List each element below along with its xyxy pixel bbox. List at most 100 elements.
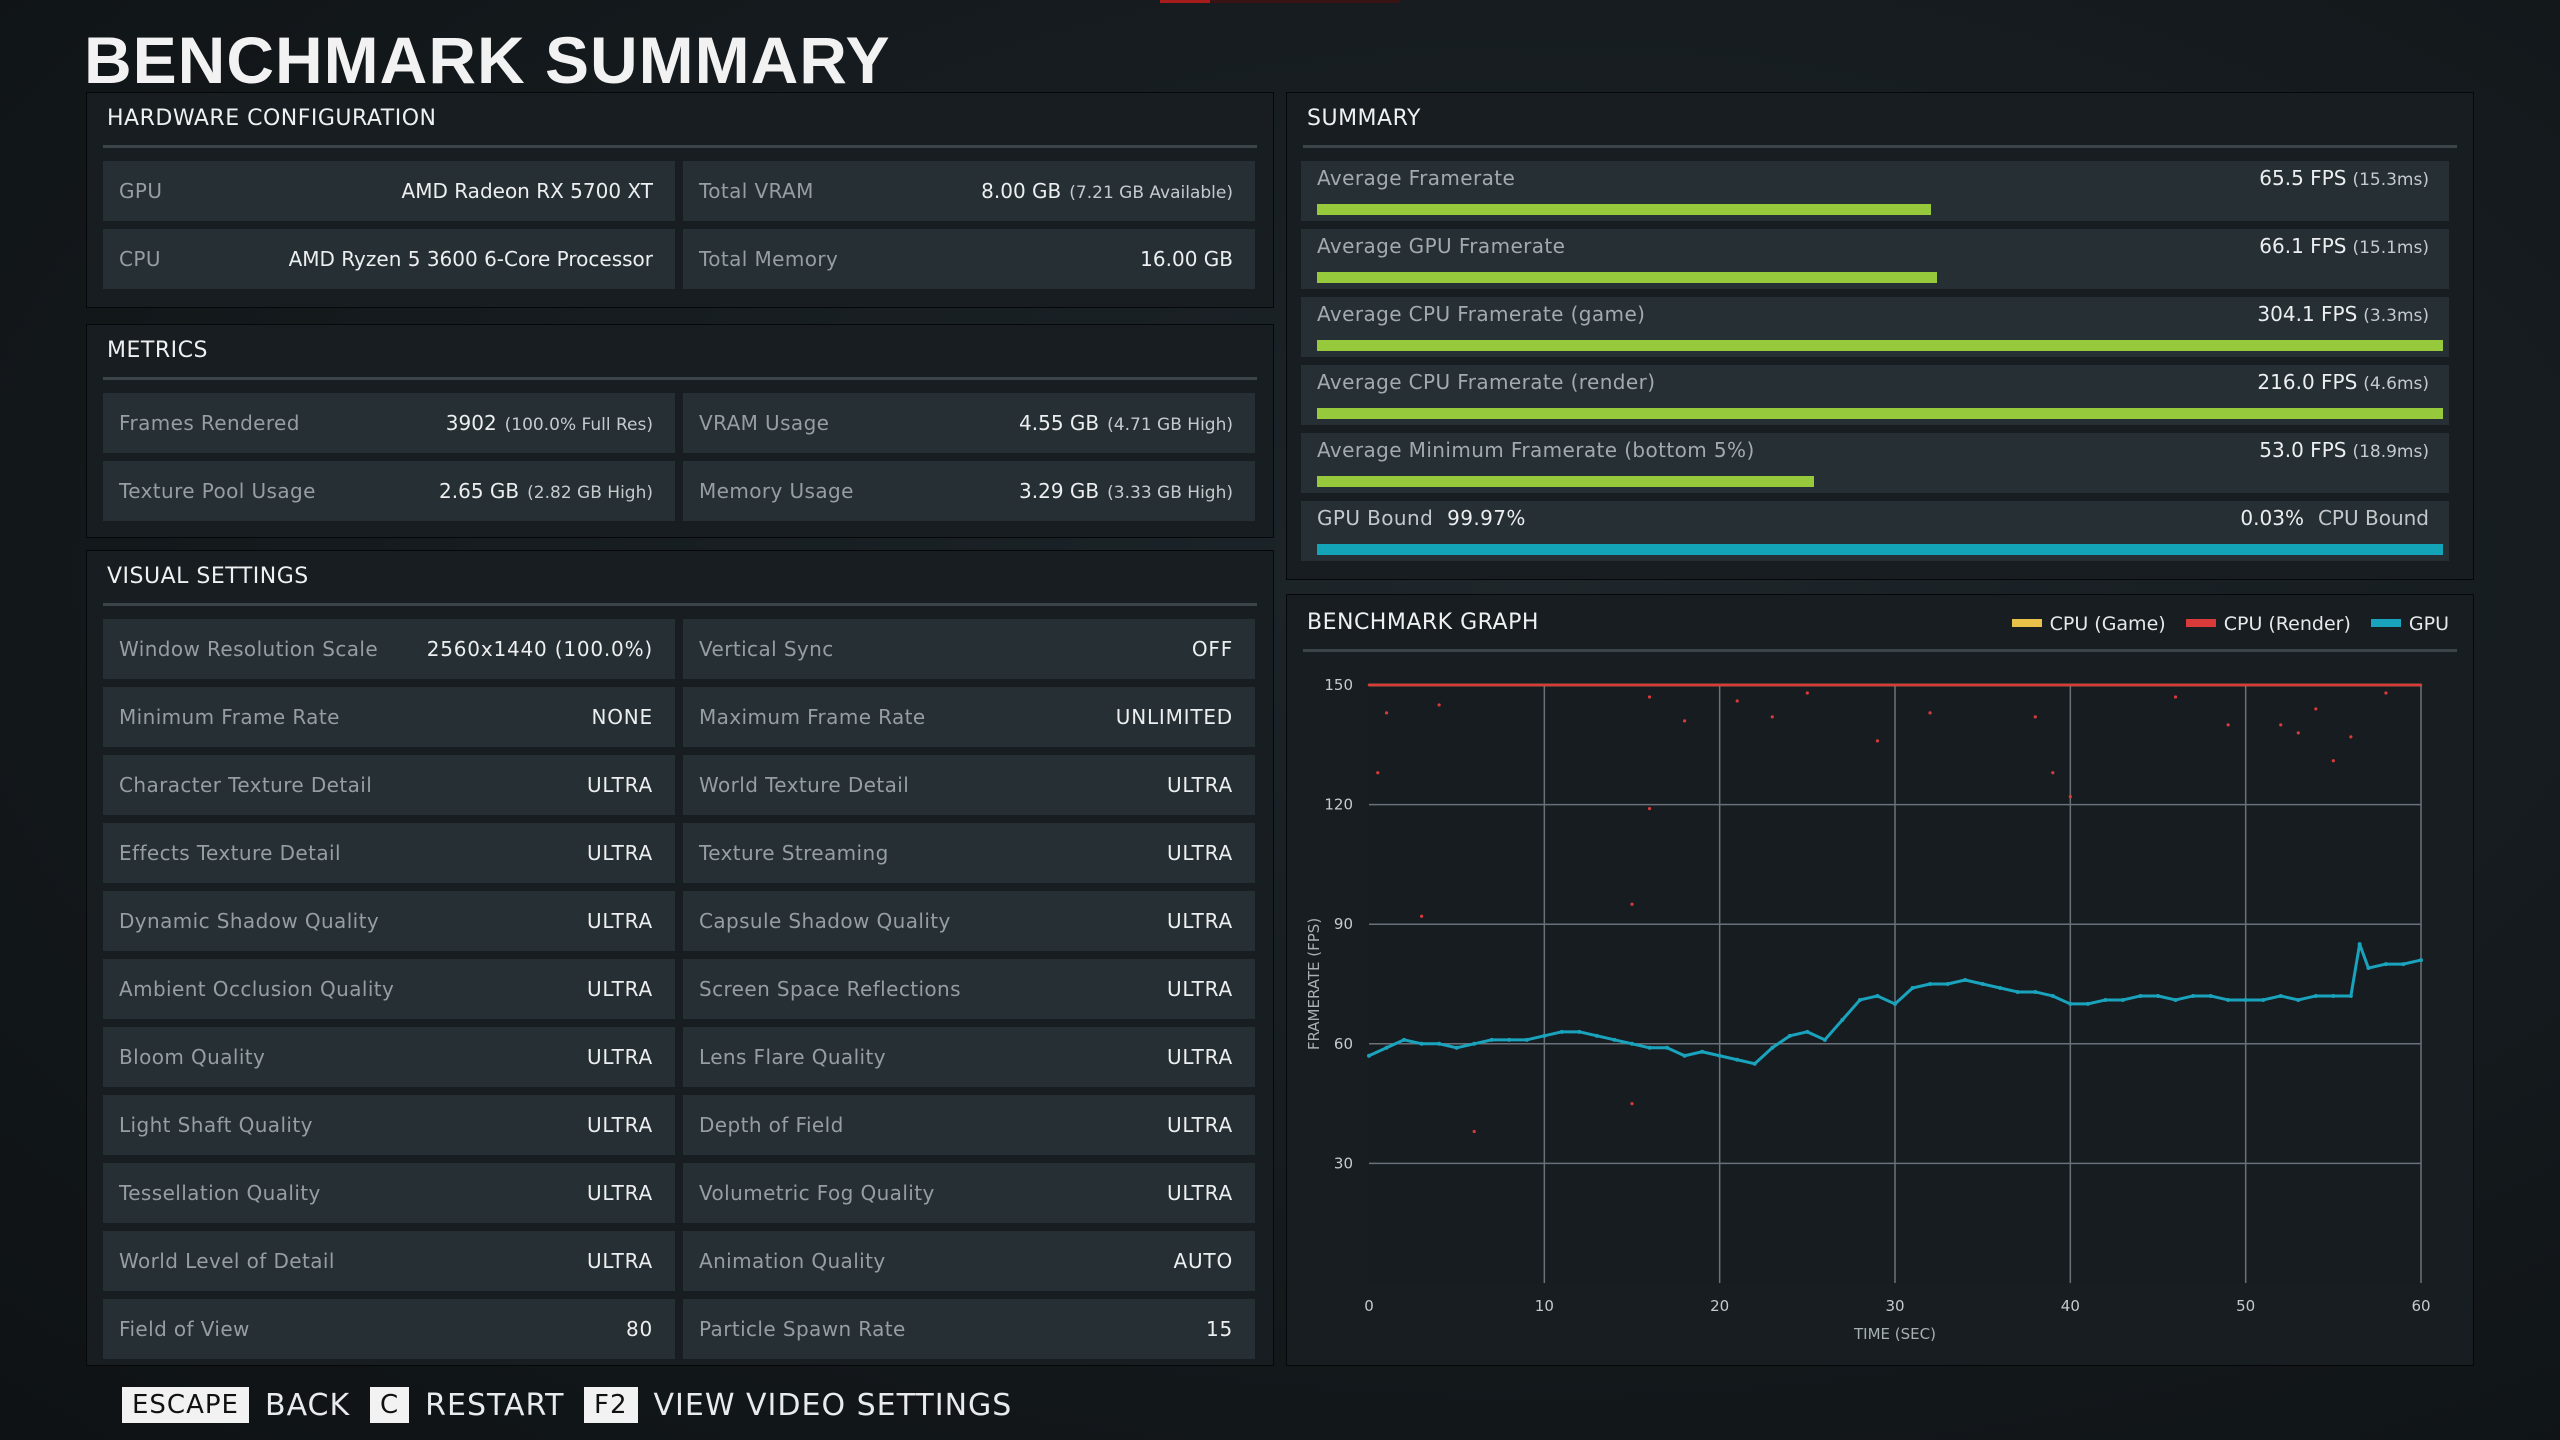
top-marker <box>1160 0 1400 3</box>
data-point-gpu <box>2191 993 2196 998</box>
setting-value: ULTRA <box>586 909 653 933</box>
setting-label: Field of View <box>119 1317 250 1341</box>
data-point-gpu <box>2419 958 2423 963</box>
data-point-gpu <box>2085 1001 2090 1006</box>
gpu-bound-label: GPU Bound 99.97% <box>1317 506 1526 530</box>
cpu-bound-text: CPU Bound <box>2317 506 2429 530</box>
data-point-gpu <box>1612 1037 1617 1042</box>
value-main: 3902 <box>445 411 497 435</box>
summary-value-main: 304.1 FPS <box>2257 302 2358 326</box>
heading-divider <box>1303 145 2457 148</box>
setting-label: Window Resolution Scale <box>119 637 379 661</box>
x-tick-label: 10 <box>1535 1297 1554 1315</box>
data-point-gpu <box>1928 982 1933 986</box>
outlier-point-cpu-render <box>1735 699 1739 703</box>
series-line-gpu <box>1368 942 2422 1066</box>
setting-label: Screen Space Reflections <box>699 977 961 1001</box>
data-point-gpu <box>2050 993 2055 998</box>
hardware-total-vram: Total VRAM 8.00 GB (7.21 GB Available) <box>683 161 1255 221</box>
outlier-point-cpu-render <box>1805 691 1809 695</box>
y-axis-label: FRAMERATE (FPS) <box>1305 918 1323 1050</box>
data-point-gpu <box>1367 1053 1371 1058</box>
summary-label: Average CPU Framerate (render) <box>1317 370 1656 394</box>
value-detail: (2.82 GB High) <box>527 483 653 503</box>
setting-cell: Bloom Quality ULTRA <box>103 1027 675 1087</box>
summary-panel: SUMMARY Average Framerate 65.5 FPS (15.3ms… <box>1286 92 2474 580</box>
setting-label: Particle Spawn Rate <box>699 1317 906 1341</box>
setting-cell: Capsule Shadow Quality ULTRA <box>683 891 1255 951</box>
cell-value: 3.29 GB (3.33 GB High) <box>1019 461 1233 523</box>
data-point-gpu <box>1822 1037 1827 1042</box>
summary-label: Average Framerate <box>1317 166 1516 190</box>
summary-heading: SUMMARY <box>1307 106 1421 131</box>
data-point-gpu <box>1472 1041 1477 1046</box>
data-point-gpu <box>1524 1037 1529 1042</box>
data-point-gpu <box>2383 962 2388 967</box>
data-point-gpu <box>1559 1029 1564 1034</box>
value-main: 4.55 GB <box>1019 411 1100 435</box>
setting-value: ULTRA <box>1166 909 1233 933</box>
summary-bar <box>1317 340 2443 351</box>
data-point-gpu <box>2348 993 2353 998</box>
value-detail: (7.21 GB Available) <box>1069 183 1233 203</box>
data-point-cpu-render <box>2419 683 2423 687</box>
data-point-gpu <box>1840 1017 1845 1022</box>
summary-bar <box>1317 476 1814 487</box>
setting-label: Bloom Quality <box>119 1045 266 1069</box>
back-label: BACK <box>264 1388 351 1423</box>
outlier-point-cpu-render <box>2384 691 2388 695</box>
value-main: 8.00 GB <box>981 179 1062 203</box>
f2-key: F2 <box>584 1386 638 1423</box>
data-point-gpu <box>1805 1029 1810 1034</box>
y-tick-label: 150 <box>1324 676 1353 694</box>
data-point-gpu <box>2068 1001 2073 1006</box>
data-point-gpu <box>1489 1037 1494 1042</box>
data-point-gpu <box>1647 1045 1652 1050</box>
data-point-gpu <box>1945 982 1950 986</box>
cpu-bound-label: 0.03% CPU Bound <box>2240 506 2429 530</box>
setting-value: ULTRA <box>586 1045 653 1069</box>
cell-label: Memory Usage <box>699 479 854 503</box>
x-axis-label: TIME (SEC) <box>1853 1325 1936 1343</box>
summary-row: Average Minimum Framerate (bottom 5%) 53.… <box>1301 433 2449 493</box>
legend-gpu: GPU <box>2370 613 2449 635</box>
cell-value: 8.00 GB (7.21 GB Available) <box>981 161 1233 223</box>
setting-value: ULTRA <box>1166 1113 1233 1137</box>
setting-value: ULTRA <box>586 977 653 1001</box>
outlier-point-cpu-render <box>1683 719 1687 723</box>
video-settings-hint[interactable]: F2 VIEW VIDEO SETTINGS <box>584 1383 1012 1429</box>
cell-label: Frames Rendered <box>119 411 300 435</box>
outlier-point-cpu-render <box>1472 1129 1476 1134</box>
data-point-gpu <box>2208 993 2213 998</box>
setting-label: Capsule Shadow Quality <box>699 909 951 933</box>
setting-cell: Screen Space Reflections ULTRA <box>683 959 1255 1019</box>
setting-label: World Texture Detail <box>699 773 910 797</box>
outlier-point-cpu-render <box>2314 707 2318 711</box>
setting-value: ULTRA <box>586 1113 653 1137</box>
gpu-bound-bar <box>1317 544 2443 555</box>
outlier-point-cpu-render <box>1437 703 1441 707</box>
outlier-point-cpu-render <box>1875 739 1880 743</box>
cell-label: GPU <box>119 179 163 203</box>
hardware-gpu: GPU AMD Radeon RX 5700 XT <box>103 161 675 221</box>
escape-back-hint[interactable]: ESCAPE BACK <box>122 1383 350 1429</box>
data-point-gpu <box>1857 997 1862 1002</box>
setting-value: AUTO <box>1173 1249 1233 1273</box>
setting-value: ULTRA <box>586 841 653 865</box>
summary-value-main: 65.5 FPS <box>2259 166 2347 190</box>
setting-cell: Texture Streaming ULTRA <box>683 823 1255 883</box>
outlier-point-cpu-render <box>1928 711 1932 715</box>
setting-cell: Vertical Sync OFF <box>683 619 1255 679</box>
legend-cpu-render: CPU (Render) <box>2185 613 2351 635</box>
restart-hint[interactable]: C RESTART <box>370 1383 565 1429</box>
setting-value: NONE <box>591 705 653 729</box>
y-tick-label: 120 <box>1324 796 1353 814</box>
graph-legend: CPU (Game) CPU (Render) GPU <box>2011 613 2449 635</box>
data-point-gpu <box>1893 1001 1897 1006</box>
data-point-gpu <box>2296 997 2301 1002</box>
x-tick-label: 30 <box>1885 1297 1904 1315</box>
summary-label: Average Minimum Framerate (bottom 5%) <box>1317 438 1755 462</box>
summary-value-detail: (18.9ms) <box>2352 442 2429 462</box>
x-tick-label: 40 <box>2061 1297 2080 1315</box>
setting-cell: Field of View 80 <box>103 1299 675 1359</box>
